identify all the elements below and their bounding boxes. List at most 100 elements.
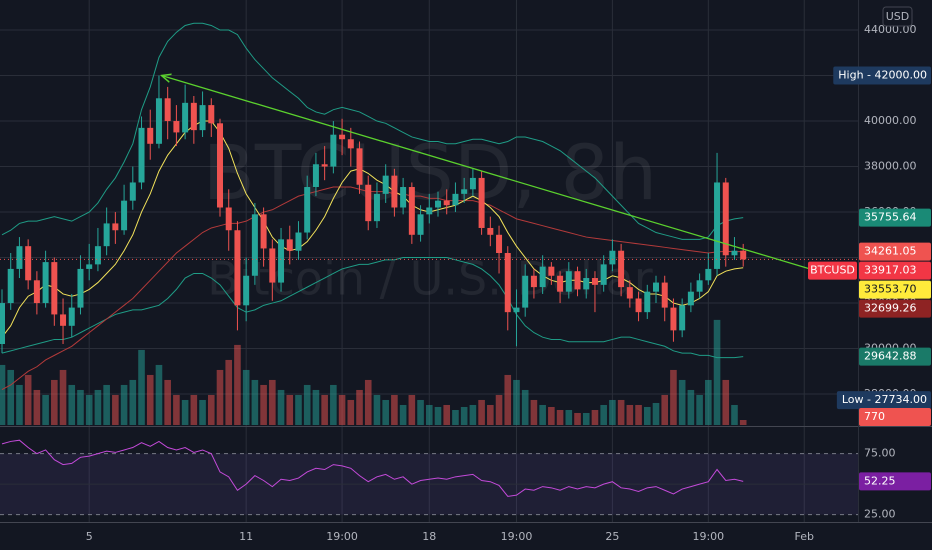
volume-bar xyxy=(705,379,712,425)
volume-bar xyxy=(129,379,137,425)
candle-body xyxy=(583,278,590,290)
volume-bar xyxy=(234,344,241,425)
volume-bar xyxy=(207,394,215,425)
volume-bar xyxy=(103,384,110,425)
candle-body xyxy=(16,246,23,269)
volume-bar xyxy=(120,384,128,425)
candle-body xyxy=(94,246,101,265)
candle-body xyxy=(443,200,450,206)
candle-body xyxy=(740,250,747,260)
candle-body xyxy=(696,280,703,292)
x-tick-label: 25 xyxy=(605,530,619,543)
price-badge-label: 35755.64 xyxy=(864,211,917,224)
volume-bar xyxy=(356,389,363,425)
candle-body xyxy=(68,307,75,326)
volume-bar xyxy=(460,406,468,425)
x-tick-label: 19:00 xyxy=(501,530,533,543)
price-badge-label: 33553.70 xyxy=(864,283,917,296)
candle-body xyxy=(661,282,668,308)
candle-body xyxy=(591,278,598,285)
price-badge-label: 33917.03 xyxy=(864,264,917,277)
candle-body xyxy=(121,200,128,231)
candle-body xyxy=(408,187,415,235)
volume-bar xyxy=(225,359,233,425)
candle-body xyxy=(164,98,171,122)
candle-body xyxy=(260,214,267,249)
x-tick-label: 18 xyxy=(422,530,436,543)
price-badge-label: 52.25 xyxy=(864,474,896,487)
candle-body xyxy=(644,291,651,313)
candle-body xyxy=(86,264,93,269)
candle-body xyxy=(339,134,346,140)
volume-bar xyxy=(85,394,93,425)
volume-bar xyxy=(138,349,145,425)
candle-body xyxy=(182,102,189,133)
volume-bar xyxy=(696,394,703,425)
price-badge xyxy=(859,208,931,227)
candle-body xyxy=(574,271,581,290)
volume-bar xyxy=(408,394,416,425)
x-tick-label: 19:00 xyxy=(326,530,358,543)
volume-bar xyxy=(77,389,84,425)
volume-bar xyxy=(565,409,573,425)
candle-body xyxy=(278,239,285,283)
volume-bar xyxy=(530,399,538,425)
volume-bar xyxy=(513,379,520,425)
currency-button-box[interactable] xyxy=(882,6,913,27)
candle-body xyxy=(269,248,276,283)
candle-body xyxy=(548,266,555,276)
candle-body xyxy=(435,200,441,208)
currency-button[interactable]: USD xyxy=(882,6,913,27)
candle-body xyxy=(330,134,337,167)
volume-bar xyxy=(164,379,171,425)
volume-bar xyxy=(330,384,337,425)
price-badge xyxy=(836,391,931,410)
candle-body xyxy=(225,207,232,231)
candle-body xyxy=(304,187,311,233)
candle-body xyxy=(653,282,659,292)
candle-body xyxy=(243,275,250,306)
symbol-tag-label: BTCUSD xyxy=(810,264,855,277)
volume-bar xyxy=(312,389,320,425)
candle-body xyxy=(609,250,616,265)
candle-body xyxy=(504,252,511,313)
candle-body xyxy=(452,193,459,206)
volume-bar xyxy=(155,364,163,425)
x-tick-label: 11 xyxy=(239,530,253,543)
volume-bar xyxy=(452,409,459,425)
candle-body xyxy=(478,177,485,228)
volume-bar xyxy=(216,369,224,425)
candle-body xyxy=(522,275,529,308)
volume-bar xyxy=(731,404,738,425)
candle-body xyxy=(147,127,154,144)
price-badge xyxy=(859,408,931,426)
volume-bar xyxy=(687,389,695,425)
volume-bar xyxy=(16,384,23,425)
price-badge xyxy=(859,299,931,318)
overlay-layer xyxy=(0,76,858,497)
volume-bar xyxy=(51,379,58,425)
volume-bar xyxy=(321,394,328,425)
candle-body xyxy=(670,307,677,331)
x-tick-label: 5 xyxy=(86,530,93,543)
candle-body xyxy=(417,214,424,235)
volume-bar xyxy=(277,389,285,425)
volume-bar xyxy=(338,394,346,425)
volume-bar xyxy=(417,399,424,425)
volume-bar xyxy=(582,412,590,425)
price-badge xyxy=(859,261,931,280)
candle-body xyxy=(77,268,84,308)
candle-body xyxy=(312,164,319,188)
price-badge-label: High - 42000.00 xyxy=(838,69,927,82)
volume-layer xyxy=(0,319,747,425)
candle-body xyxy=(513,307,520,313)
candle-body xyxy=(382,175,389,194)
candle-body xyxy=(51,262,58,315)
currency-button-label[interactable]: USD xyxy=(886,10,910,23)
candle-body xyxy=(199,105,206,131)
volume-bar xyxy=(286,394,294,425)
candle-body xyxy=(635,298,642,313)
candle-body xyxy=(557,275,564,292)
